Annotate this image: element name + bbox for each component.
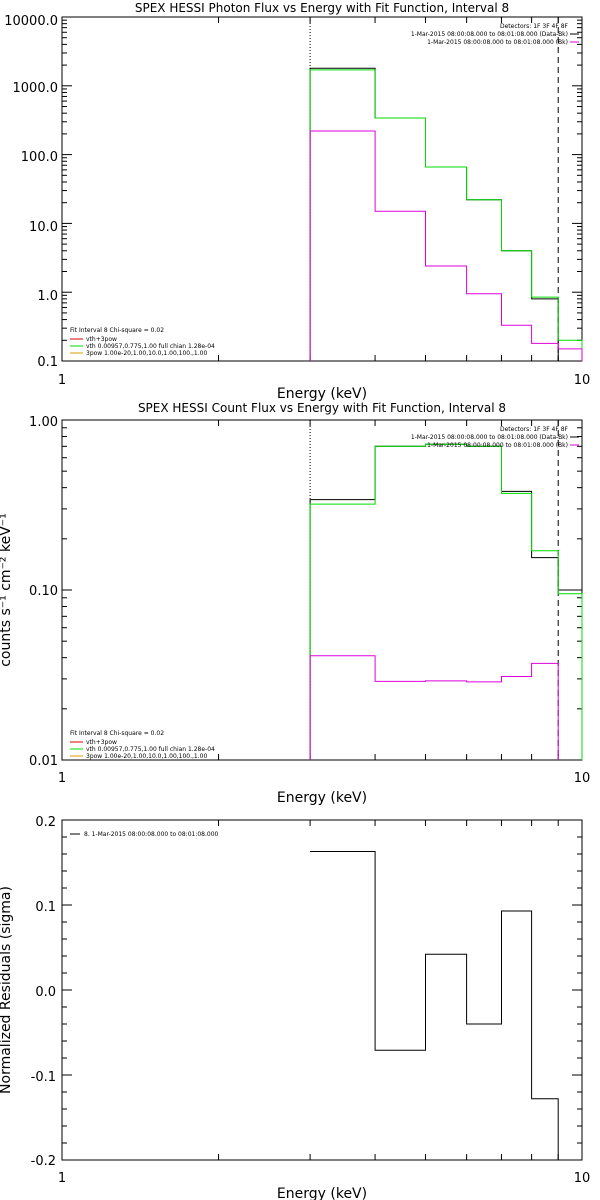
legend-data-bk: 1-Mar-2015 08:00:08.000 to 08:01:08.000 … [411, 434, 568, 441]
legend-bk: 1-Mar-2015 08:00:08.000 to 08:01:08.000 … [427, 39, 568, 46]
legend-vth3pow: vth+3pow [86, 336, 117, 343]
photon-flux-ytick-100: 100.0 [21, 150, 58, 165]
series-2-step-line [309, 130, 583, 361]
residuals-ytick-0.1: 0.1 [35, 900, 56, 915]
residuals-ytick-neg0.2: -0.2 [31, 1154, 56, 1169]
photon-flux-series [309, 17, 583, 361]
count-flux-legend-left: Fit Interval 8 Chi-square = 0.02 vth+3po… [70, 730, 215, 760]
count-flux-title: SPEX HESSI Count Flux vs Energy with Fit… [138, 401, 506, 415]
residuals-series [310, 851, 559, 1160]
photon-flux-ytick-0.1: 0.1 [37, 355, 58, 370]
photon-flux-ytick-10: 10.0 [29, 220, 58, 235]
legend-vth: vth 0.00957,0.775,1.00 full chian 1.28e-… [86, 746, 215, 753]
photon-flux-ytick-1: 1.0 [37, 289, 58, 304]
photon-flux-panel: SPEX HESSI Photon Flux vs Energy with Fi… [4, 1, 590, 402]
legend-residual-interval: 8. 1-Mar-2015 08:00:08.000 to 08:01:08.0… [84, 831, 219, 838]
photon-flux-xtick-10: 10 [574, 373, 591, 388]
count-flux-ylabel: counts s⁻¹ cm⁻² keV⁻¹ [0, 513, 14, 667]
photon-flux-xlabel: Energy (keV) [277, 386, 367, 402]
residuals-ylabel: Normalized Residuals (sigma) [0, 886, 14, 1094]
legend-vth: vth 0.00957,0.775,1.00 full chian 1.28e-… [86, 343, 215, 350]
legend-fit-interval: Fit Interval 8 Chi-square = 0.02 [70, 327, 164, 334]
residuals-ticks [62, 819, 582, 1161]
count-flux-ytick-1: 1.00 [29, 415, 58, 430]
count-flux-legend-right: Detectors: 1F 3F 4F 8F 1-Mar-2015 08:00:… [411, 426, 579, 449]
series-1-step-line [309, 69, 583, 361]
legend-fit-interval: Fit Interval 8 Chi-square = 0.02 [70, 730, 164, 737]
residuals-xtick-10: 10 [574, 1171, 591, 1186]
residuals-legend: 8. 1-Mar-2015 08:00:08.000 to 08:01:08.0… [70, 831, 219, 838]
residuals-xtick-1: 1 [58, 1171, 66, 1186]
count-flux-xtick-10: 10 [574, 771, 591, 786]
photon-flux-ytick-10000: 10000.0 [4, 14, 58, 29]
residuals-ytick-0.0: 0.0 [35, 985, 56, 1000]
residuals-panel: 0.2 0.1 0.0 -0.1 -0.2 1 10 Energy (keV) … [0, 815, 590, 1200]
photon-flux-legend-left: Fit Interval 8 Chi-square = 0.02 vth+3po… [70, 327, 215, 357]
count-flux-ytick-0.01: 0.01 [29, 754, 58, 769]
legend-3pow: 3pow 1.00e-20,1.00,10.0,1.00,100.,1.00 [86, 350, 207, 357]
photon-flux-legend-right: Detectors: 1F 3F 4F 8F 1-Mar-2015 08:00:… [411, 23, 579, 46]
residuals-ytick-0.2: 0.2 [35, 815, 56, 830]
series-2-step-line [309, 655, 559, 760]
residuals-xlabel: Energy (keV) [277, 1186, 367, 1200]
legend-vth3pow: vth+3pow [86, 739, 117, 746]
legend-detectors: Detectors: 1F 3F 4F 8F [500, 426, 569, 433]
legend-3pow: 3pow 1.00e-20,1.00,10.0,1.00,100.,1.00 [86, 753, 207, 760]
count-flux-xtick-1: 1 [58, 771, 66, 786]
count-flux-xlabel: Energy (keV) [277, 790, 367, 806]
count-flux-panel: SPEX HESSI Count Flux vs Energy with Fit… [0, 401, 590, 806]
photon-flux-plot-frame [61, 16, 583, 362]
photon-flux-ytick-1000: 1000.0 [13, 81, 59, 96]
series-0-step-line [310, 851, 559, 1160]
legend-bk: 1-Mar-2015 08:00:08.000 to 08:01:08.000 … [427, 442, 568, 449]
photon-flux-xtick-1: 1 [58, 373, 66, 388]
count-flux-series [309, 420, 583, 760]
series-1-step-line [309, 443, 583, 760]
residuals-ytick-neg0.1: -0.1 [31, 1070, 56, 1085]
count-flux-ytick-0.1: 0.10 [29, 584, 58, 599]
legend-detectors: Detectors: 1F 3F 4F 8F [500, 23, 569, 30]
photon-flux-title: SPEX HESSI Photon Flux vs Energy with Fi… [135, 1, 509, 15]
legend-data-bk: 1-Mar-2015 08:00:08.000 to 08:01:08.000 … [411, 31, 568, 38]
